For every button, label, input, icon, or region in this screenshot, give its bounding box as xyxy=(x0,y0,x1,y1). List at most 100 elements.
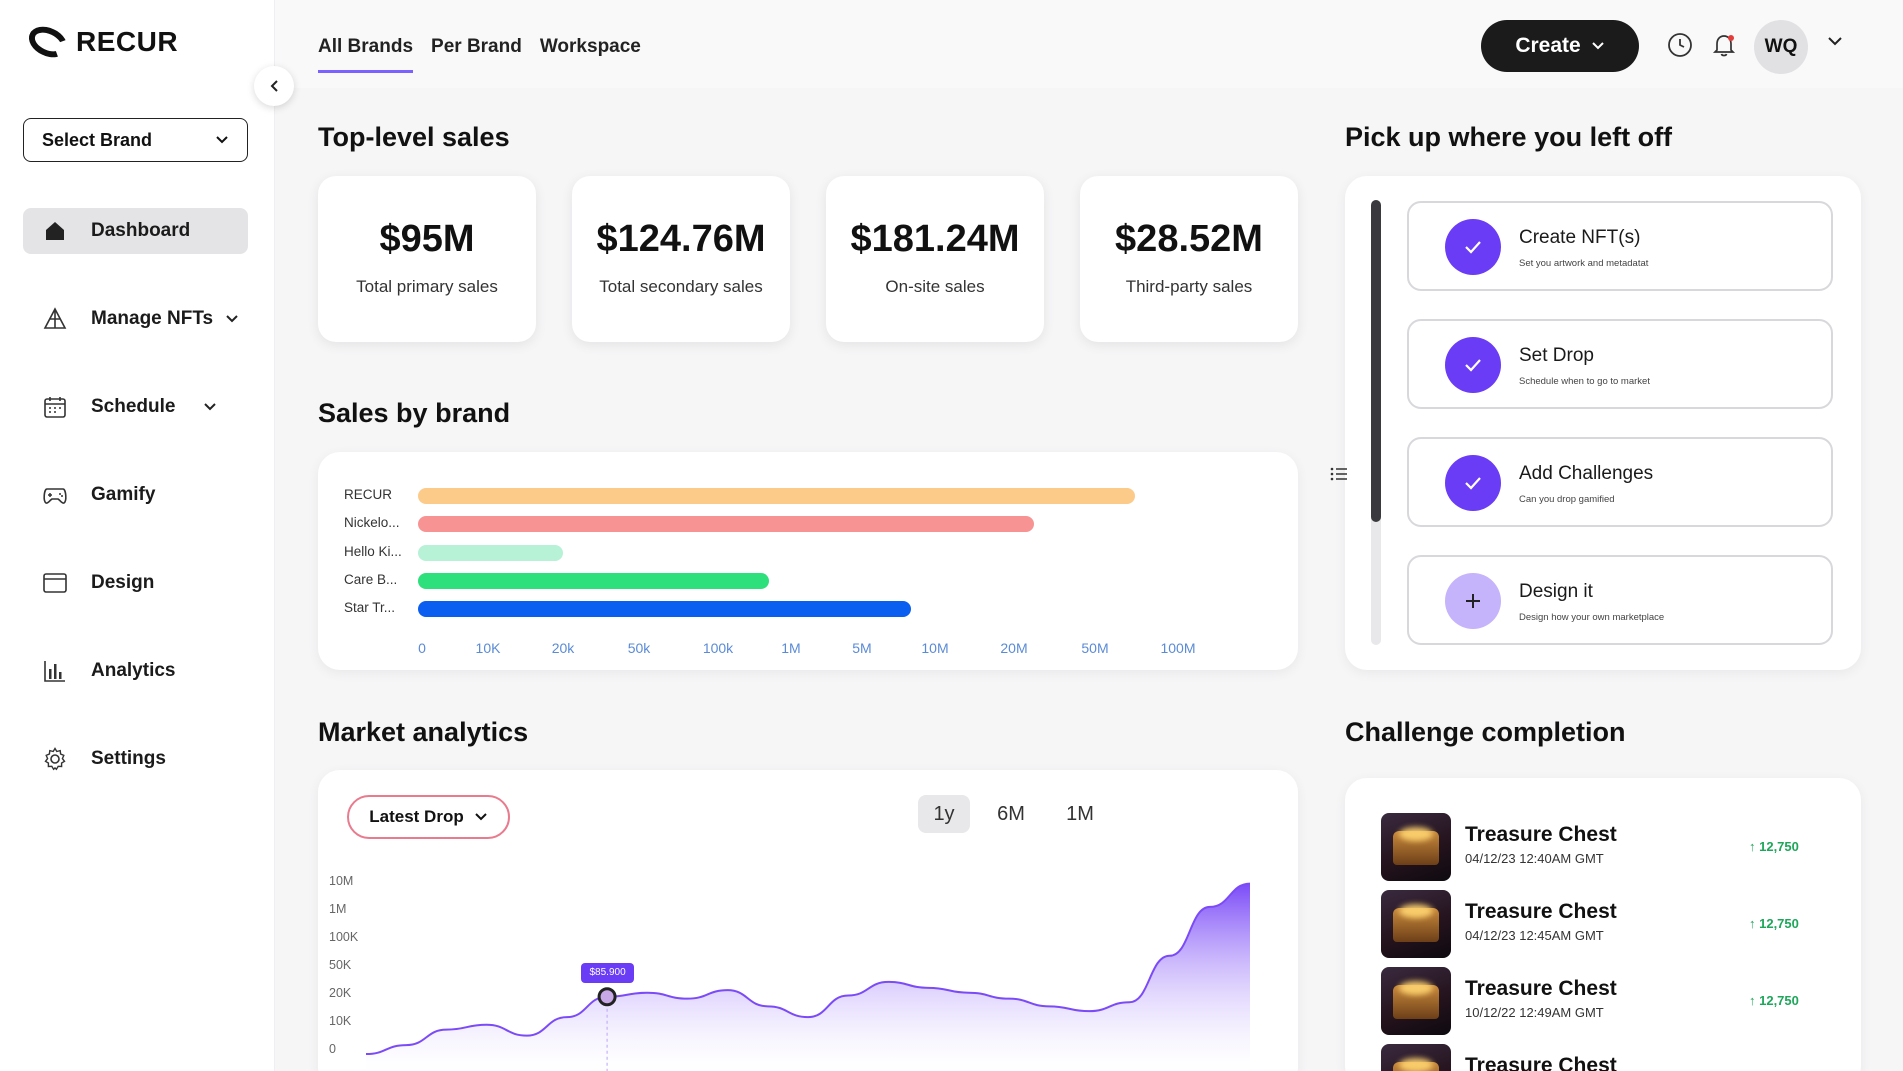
bar[interactable] xyxy=(418,573,770,589)
bar-chart-icon xyxy=(41,657,69,685)
tab-per-brand[interactable]: Per Brand xyxy=(431,36,522,57)
sidebar-item-settings[interactable]: Settings xyxy=(23,736,248,782)
sidebar-item-design[interactable]: Design xyxy=(23,560,248,606)
sidebar-item-gamify[interactable]: Gamify xyxy=(23,472,248,518)
challenge-row[interactable]: Treasure Chest xyxy=(1381,1044,1821,1071)
y-tick-label: 0 xyxy=(329,1042,336,1056)
stat-value: $28.52M xyxy=(1115,218,1263,260)
challenge-title: Treasure Chest xyxy=(1465,900,1617,923)
chart-tooltip: $85.900 xyxy=(581,962,635,983)
x-tick-label: 20k xyxy=(551,640,575,656)
pyramid-icon xyxy=(41,305,69,333)
step-title: Add Challenges xyxy=(1519,463,1654,484)
home-icon xyxy=(41,217,69,245)
challenge-date: 04/12/23 12:40AM GMT xyxy=(1465,851,1604,866)
stat-card-third-party: $28.52M Third-party sales xyxy=(1080,176,1298,342)
challenge-value: ↑ 12,750 xyxy=(1749,993,1799,1008)
chevron-down-icon xyxy=(225,314,239,324)
sidebar-item-schedule[interactable]: Schedule xyxy=(23,384,248,430)
y-tick-label: 1M xyxy=(329,902,347,916)
step-set-drop[interactable]: Set Drop Schedule when to go to market xyxy=(1407,319,1833,409)
sidebar-item-manage-nfts[interactable]: Manage NFTs xyxy=(23,296,248,342)
challenge-row[interactable]: Treasure Chest 10/12/22 12:49AM GMT ↑ 12,7… xyxy=(1381,967,1821,1035)
chevron-down-icon xyxy=(203,402,217,412)
x-tick-label: 10K xyxy=(475,640,501,656)
step-design-it[interactable]: Design it Design how your own marketplac… xyxy=(1407,555,1833,645)
sidebar-item-dashboard[interactable]: Dashboard xyxy=(23,208,248,254)
range-1y-button[interactable]: 1y xyxy=(918,795,970,833)
area-line xyxy=(365,882,1251,1056)
chevron-left-icon xyxy=(270,80,278,92)
highlight-point[interactable] xyxy=(597,987,617,1007)
avatar[interactable]: WQ xyxy=(1754,20,1808,74)
tab-workspace[interactable]: Workspace xyxy=(539,36,641,57)
sidebar-item-analytics[interactable]: Analytics xyxy=(23,648,248,694)
stat-card-primary: $95M Total primary sales xyxy=(318,176,536,342)
sidebar-item-label: Gamify xyxy=(91,484,156,505)
stat-value: $95M xyxy=(379,218,475,260)
challenge-title: Treasure Chest xyxy=(1465,977,1617,1000)
treasure-chest-thumbnail xyxy=(1381,890,1451,958)
bar-label: Star Tr... xyxy=(344,600,396,615)
sidebar-item-label: Dashboard xyxy=(91,220,191,241)
stat-value: $124.76M xyxy=(596,218,766,260)
bar[interactable] xyxy=(418,545,563,561)
stat-value: $181.24M xyxy=(850,218,1020,260)
chevron-down-icon xyxy=(475,813,487,821)
history-button[interactable] xyxy=(1665,30,1695,60)
notifications-button[interactable] xyxy=(1709,30,1739,60)
step-add-challenges[interactable]: Add Challenges Can you drop gamified xyxy=(1407,437,1833,527)
x-tick-label: 50k xyxy=(627,640,651,656)
tab-all-brands[interactable]: All Brands xyxy=(318,36,414,73)
challenge-completion-title: Challenge completion xyxy=(1345,717,1626,747)
collapse-sidebar-button[interactable] xyxy=(254,66,294,106)
chevron-down-icon xyxy=(216,136,228,144)
logo-text: RECUR xyxy=(76,26,179,57)
stat-label: Third-party sales xyxy=(1125,277,1253,296)
logo[interactable]: RECUR xyxy=(23,20,179,64)
challenge-title: Treasure Chest xyxy=(1465,823,1617,846)
window-icon xyxy=(41,569,69,597)
x-tick-label: 5M xyxy=(852,640,872,656)
sidebar-item-label: Design xyxy=(91,572,155,593)
area-fill xyxy=(366,883,1250,1071)
sidebar: RECUR Select Brand Dashboard Manage NFTs… xyxy=(0,0,275,1071)
list-icon[interactable] xyxy=(1330,466,1348,487)
brand-select[interactable]: Select Brand xyxy=(23,118,248,162)
step-subtitle: Schedule when to go to market xyxy=(1519,376,1650,387)
bar-label: Hello Ki... xyxy=(344,544,402,559)
y-tick-label: 100K xyxy=(329,930,359,944)
bar[interactable] xyxy=(418,601,912,617)
create-button[interactable]: Create xyxy=(1481,20,1639,72)
challenge-date: 10/12/22 12:49AM GMT xyxy=(1465,1005,1604,1020)
step-create-nfts[interactable]: Create NFT(s) Set you artwork and metada… xyxy=(1407,201,1833,291)
header-tabs: All Brands Per Brand Workspace xyxy=(318,36,641,73)
x-tick-label: 0 xyxy=(418,640,426,656)
brand-select-label: Select Brand xyxy=(42,129,153,150)
challenge-row[interactable]: Treasure Chest 04/12/23 12:45AM GMT ↑ 12,7… xyxy=(1381,890,1821,958)
challenge-value: ↑ 12,750 xyxy=(1749,839,1799,854)
range-6m-button[interactable]: 6M xyxy=(997,802,1025,825)
y-tick-label: 50K xyxy=(329,958,352,972)
bar-label: Care B... xyxy=(344,572,398,587)
stat-label: On-site sales xyxy=(885,277,985,296)
latest-drop-label: Latest Drop xyxy=(369,807,464,826)
step-subtitle: Set you artwork and metadatat xyxy=(1519,258,1649,269)
progress-track xyxy=(1371,200,1381,645)
chevron-down-icon xyxy=(1591,42,1604,50)
bar-label: RECUR xyxy=(344,487,393,502)
check-icon xyxy=(1445,337,1501,393)
range-1m-button[interactable]: 1M xyxy=(1066,802,1094,825)
challenge-row[interactable]: Treasure Chest 04/12/23 12:40AM GMT ↑ 12,7… xyxy=(1381,813,1821,881)
pickup-title: Pick up where you left off xyxy=(1345,122,1673,152)
sidebar-item-label: Analytics xyxy=(91,660,176,681)
create-button-label: Create xyxy=(1515,34,1581,57)
top-level-sales-title: Top-level sales xyxy=(318,122,510,152)
step-title: Create NFT(s) xyxy=(1519,227,1641,248)
latest-drop-select[interactable]: Latest Drop xyxy=(347,795,510,839)
step-title: Set Drop xyxy=(1519,345,1594,366)
chevron-down-icon[interactable] xyxy=(1827,34,1843,52)
bar[interactable] xyxy=(418,488,1136,504)
treasure-chest-thumbnail xyxy=(1381,1044,1451,1071)
bar[interactable] xyxy=(418,516,1034,532)
